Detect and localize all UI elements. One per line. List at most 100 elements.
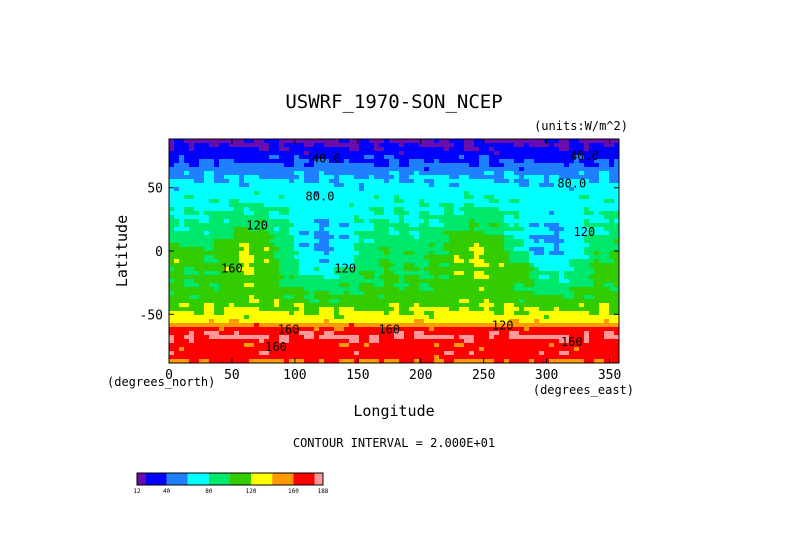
field-cell <box>294 239 300 244</box>
field-cell <box>359 299 365 304</box>
field-cell <box>434 339 440 344</box>
field-cell <box>599 319 605 324</box>
field-cell <box>434 183 440 188</box>
field-cell <box>569 179 575 184</box>
field-cell <box>289 299 295 304</box>
field-cell <box>314 147 320 152</box>
field-cell <box>214 223 220 228</box>
field-cell <box>454 199 460 204</box>
field-cell <box>229 251 235 256</box>
field-cell <box>184 331 190 336</box>
field-cell <box>544 227 550 232</box>
field-cell <box>594 287 600 292</box>
field-cell <box>279 351 285 356</box>
field-cell <box>174 351 180 356</box>
field-cell <box>309 151 315 156</box>
field-cell <box>544 283 550 288</box>
field-cell <box>304 283 310 288</box>
field-cell <box>344 319 350 324</box>
field-cell <box>174 203 180 208</box>
field-cell <box>469 339 475 344</box>
field-cell <box>494 203 500 208</box>
field-cell <box>529 147 535 152</box>
field-cell <box>344 187 350 192</box>
field-cell <box>374 163 380 168</box>
field-cell <box>279 259 285 264</box>
field-cell <box>349 195 355 200</box>
field-cell <box>324 159 330 164</box>
field-cell <box>554 287 560 292</box>
field-cell <box>529 195 535 200</box>
field-cell <box>494 175 500 180</box>
field-cell <box>529 355 535 360</box>
field-cell <box>434 291 440 296</box>
field-cell <box>559 339 565 344</box>
field-cell <box>384 231 390 236</box>
field-cell <box>559 259 565 264</box>
field-cell <box>459 327 465 332</box>
field-cell <box>429 183 435 188</box>
field-cell <box>469 307 475 312</box>
field-cell <box>529 271 535 276</box>
field-cell <box>489 147 495 152</box>
field-cell <box>319 251 325 256</box>
field-cell <box>329 299 335 304</box>
field-cell <box>279 327 285 332</box>
field-cell <box>454 227 460 232</box>
field-cell <box>294 235 300 240</box>
field-cell <box>599 343 605 348</box>
field-cell <box>434 231 440 236</box>
field-cell <box>614 215 619 220</box>
field-cell <box>389 167 395 172</box>
field-cell <box>489 247 495 252</box>
field-cell <box>294 211 300 216</box>
field-cell <box>494 295 500 300</box>
field-cell <box>604 315 610 320</box>
field-cell <box>544 311 550 316</box>
field-cell <box>244 227 250 232</box>
field-cell <box>504 263 510 268</box>
field-cell <box>494 143 500 148</box>
field-cell <box>379 203 385 208</box>
field-cell <box>289 331 295 336</box>
field-cell <box>529 159 535 164</box>
field-cell <box>359 255 365 260</box>
field-cell <box>169 303 175 308</box>
field-cell <box>209 171 215 176</box>
field-cell <box>554 259 560 264</box>
field-cell <box>614 151 619 156</box>
field-cell <box>254 307 260 312</box>
field-cell <box>499 267 505 272</box>
field-cell <box>454 139 460 144</box>
field-cell <box>559 355 565 360</box>
field-cell <box>544 243 550 248</box>
field-cell <box>329 259 335 264</box>
field-cell <box>279 163 285 168</box>
field-cell <box>369 303 375 308</box>
field-cell <box>579 231 585 236</box>
field-cell <box>464 219 470 224</box>
field-cell <box>449 303 455 308</box>
field-cell <box>349 183 355 188</box>
field-cell <box>264 243 270 248</box>
field-cell <box>204 299 210 304</box>
field-cell <box>359 195 365 200</box>
field-cell <box>344 155 350 160</box>
field-cell <box>449 283 455 288</box>
field-cell <box>444 295 450 300</box>
field-cell <box>534 199 540 204</box>
field-cell <box>224 291 230 296</box>
field-cell <box>614 195 619 200</box>
field-cell <box>584 231 590 236</box>
field-cell <box>364 195 370 200</box>
field-cell <box>294 199 300 204</box>
field-cell <box>244 171 250 176</box>
field-cell <box>519 155 525 160</box>
field-cell <box>274 211 280 216</box>
field-cell <box>224 307 230 312</box>
field-cell <box>264 147 270 152</box>
field-cell <box>484 163 490 168</box>
field-cell <box>234 343 240 348</box>
field-cell <box>419 243 425 248</box>
field-cell <box>329 295 335 300</box>
